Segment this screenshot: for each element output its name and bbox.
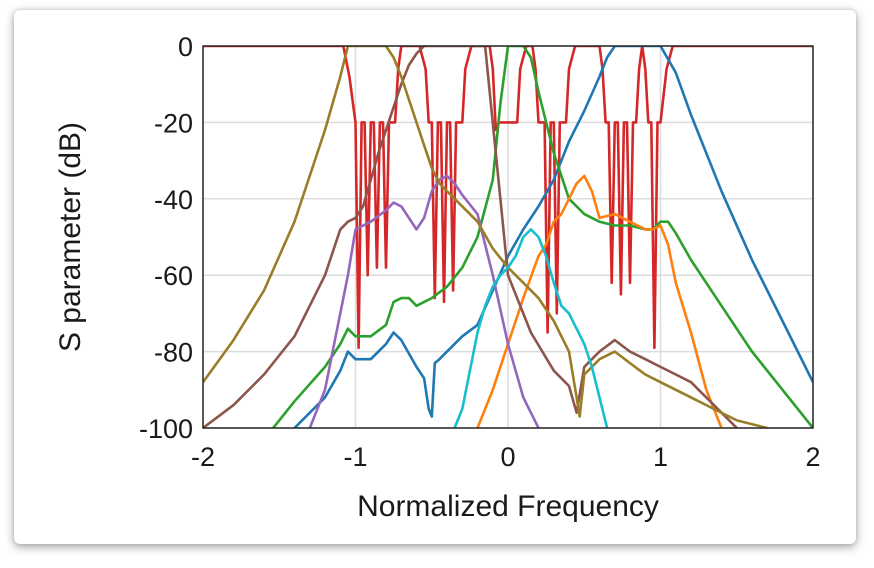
x-tick-label: -2 [191,442,215,472]
series-line-2 [292,46,813,428]
y-tick-label: -60 [154,261,193,291]
axes-box [202,45,814,429]
x-axis-label: Normalized Frequency [357,490,659,523]
series-line-8 [453,228,609,428]
series-line-4 [476,174,723,428]
y-axis-label: S parameter (dB) [54,122,87,352]
x-tick-label: 2 [805,442,820,472]
y-tick-label: -100 [139,414,193,444]
series-line-1 [203,46,813,350]
x-tick-label: 0 [500,442,515,472]
series-line-5 [308,174,540,428]
x-tick-label: 1 [653,442,668,472]
series-line-3 [271,46,813,428]
y-tick-label: 0 [178,32,193,62]
y-tick-label: -80 [154,338,193,368]
x-tick-label: -1 [343,442,367,472]
chart-frame: -2 -1 0 1 2 0 -20 -40 -60 -80 -100 Normalized Freq… [14,10,856,544]
series-line-7 [203,46,768,428]
y-tick-label: -40 [154,185,193,215]
y-tick-label: -20 [154,108,193,138]
chart-canvas: -2 -1 0 1 2 0 -20 -40 -60 -80 -100 Normalized Freq… [54,32,821,523]
tick-labels: -2 -1 0 1 2 0 -20 -40 -60 -80 -100 [139,32,821,472]
series-line-6 [203,46,738,428]
series-group [203,46,813,428]
